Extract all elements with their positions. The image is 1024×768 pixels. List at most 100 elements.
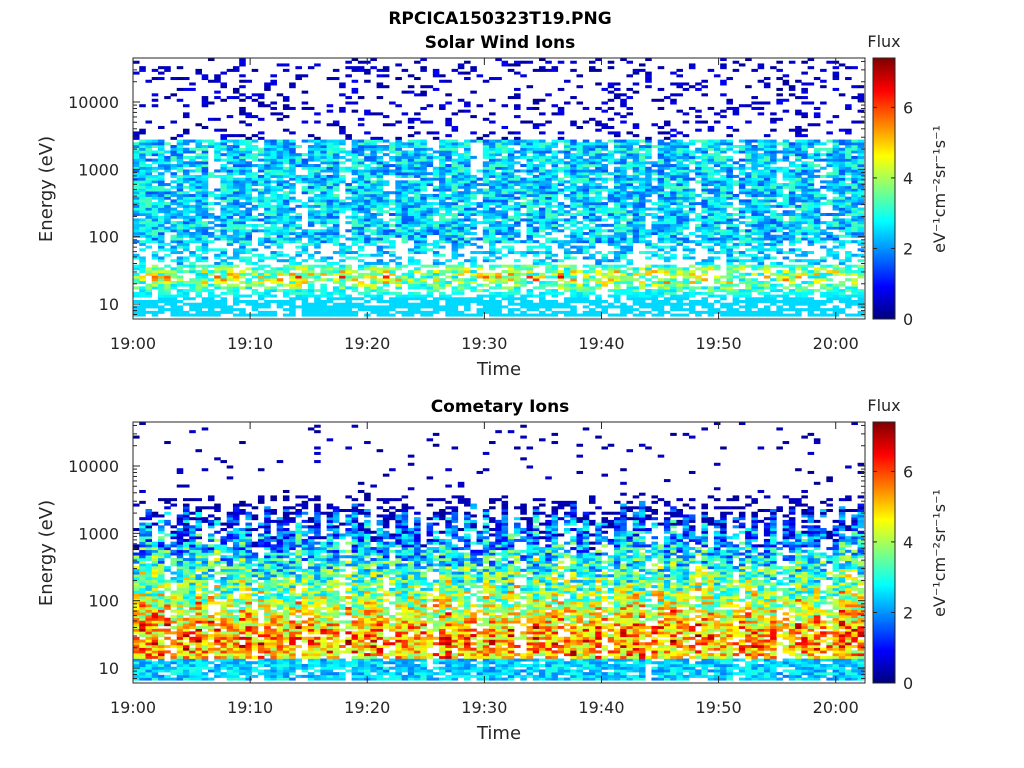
heatmap-cell bbox=[439, 183, 446, 187]
heatmap-cell bbox=[214, 90, 221, 94]
heatmap-cell bbox=[239, 248, 246, 252]
heatmap-cell bbox=[545, 68, 552, 72]
heatmap-cell bbox=[357, 169, 365, 173]
heatmap-cell bbox=[588, 60, 596, 64]
heatmap-cell bbox=[595, 199, 602, 203]
heatmap-cell bbox=[276, 226, 284, 230]
heatmap-cell bbox=[482, 145, 490, 149]
heatmap-cell bbox=[645, 272, 652, 276]
heatmap-cell bbox=[470, 207, 477, 211]
heatmap-cell bbox=[507, 237, 515, 241]
heatmap-cell bbox=[570, 188, 577, 192]
heatmap-cell bbox=[232, 229, 240, 233]
heatmap-cell bbox=[526, 150, 534, 154]
heatmap-cell bbox=[564, 310, 571, 314]
heatmap-cell bbox=[414, 117, 421, 121]
heatmap-cell bbox=[170, 267, 178, 271]
heatmap-cell bbox=[432, 275, 440, 279]
heatmap-cell bbox=[607, 251, 615, 255]
heatmap-cell bbox=[457, 286, 465, 290]
heatmap-cell bbox=[439, 172, 446, 176]
heatmap-cell bbox=[332, 229, 340, 233]
heatmap-cell bbox=[401, 232, 409, 236]
heatmap-cell bbox=[470, 131, 477, 135]
heatmap-cell bbox=[638, 155, 646, 159]
heatmap-cell bbox=[382, 229, 390, 233]
heatmap-cell bbox=[364, 289, 371, 293]
heatmap-cell bbox=[588, 150, 596, 154]
heatmap-cell bbox=[489, 142, 496, 146]
heatmap-cell bbox=[239, 120, 246, 124]
heatmap-cell bbox=[439, 240, 446, 244]
heatmap-cell bbox=[232, 202, 240, 206]
heatmap-cell bbox=[189, 313, 196, 317]
heatmap-cell bbox=[339, 128, 346, 132]
heatmap-cell bbox=[407, 188, 415, 192]
heatmap-cell bbox=[339, 177, 346, 181]
heatmap-cell bbox=[139, 128, 146, 132]
heatmap-cell bbox=[489, 199, 496, 203]
heatmap-cell bbox=[332, 210, 340, 214]
heatmap-cell bbox=[570, 237, 577, 241]
heatmap-cell bbox=[676, 74, 683, 78]
heatmap-cell bbox=[445, 185, 452, 189]
heatmap-cell bbox=[164, 286, 171, 290]
heatmap-cell bbox=[582, 294, 590, 298]
heatmap-cell bbox=[557, 278, 565, 282]
heatmap-cell bbox=[176, 174, 184, 178]
heatmap-cell bbox=[501, 63, 509, 67]
heatmap-cell bbox=[245, 142, 252, 146]
heatmap-cell bbox=[520, 185, 527, 189]
heatmap-cell bbox=[282, 199, 290, 203]
heatmap-cell bbox=[426, 172, 434, 176]
heatmap-cell bbox=[139, 280, 146, 284]
heatmap-cell bbox=[707, 305, 715, 309]
heatmap-cell bbox=[189, 283, 196, 287]
heatmap-cell bbox=[613, 147, 621, 151]
solar-wind-panel: Solar Wind Ions 19:00 19:10 19:20 19:30 19:4… bbox=[36, 32, 949, 380]
heatmap-cell bbox=[507, 164, 515, 168]
heatmap-cell bbox=[645, 291, 652, 295]
heatmap-cell bbox=[551, 142, 559, 146]
heatmap-cell bbox=[370, 297, 377, 301]
heatmap-cell bbox=[151, 286, 159, 290]
heatmap-cell bbox=[532, 313, 540, 317]
heatmap-cell bbox=[176, 251, 184, 255]
heatmap-cell bbox=[257, 204, 265, 208]
heatmap-cell bbox=[401, 240, 409, 244]
heatmap-cell bbox=[264, 286, 271, 290]
heatmap-cell bbox=[370, 191, 377, 195]
heatmap-cell bbox=[395, 261, 402, 265]
heatmap-cell bbox=[451, 174, 459, 178]
heatmap-cell bbox=[613, 158, 621, 162]
heatmap-cell bbox=[676, 199, 683, 203]
heatmap-cell bbox=[476, 299, 484, 303]
heatmap-cell bbox=[545, 196, 552, 200]
heatmap-cell bbox=[182, 207, 190, 211]
heatmap-cell bbox=[151, 169, 159, 173]
heatmap-cell bbox=[207, 215, 215, 219]
heatmap-cell bbox=[713, 289, 721, 293]
heatmap-cell bbox=[376, 226, 384, 230]
heatmap-cell bbox=[482, 221, 490, 225]
heatmap-cell bbox=[657, 150, 665, 154]
heatmap-cell bbox=[564, 251, 571, 255]
heatmap-cell bbox=[657, 234, 665, 238]
heatmap-cell bbox=[451, 286, 459, 290]
heatmap-cell bbox=[626, 166, 634, 170]
heatmap-cell bbox=[364, 183, 371, 187]
heatmap-cell bbox=[307, 174, 315, 178]
heatmap-cell bbox=[370, 294, 377, 298]
heatmap-cell bbox=[351, 180, 359, 184]
heatmap-cell bbox=[613, 264, 621, 268]
heatmap-cell bbox=[451, 278, 459, 282]
heatmap-cell bbox=[470, 66, 477, 70]
heatmap-cell bbox=[195, 212, 203, 216]
heatmap-cell bbox=[432, 264, 440, 268]
heatmap-cell bbox=[339, 109, 346, 113]
heatmap-cell bbox=[326, 267, 334, 271]
heatmap-cell bbox=[476, 245, 484, 249]
heatmap-cell bbox=[295, 289, 302, 293]
heatmap-cell bbox=[264, 150, 271, 154]
heatmap-cell bbox=[370, 305, 377, 309]
